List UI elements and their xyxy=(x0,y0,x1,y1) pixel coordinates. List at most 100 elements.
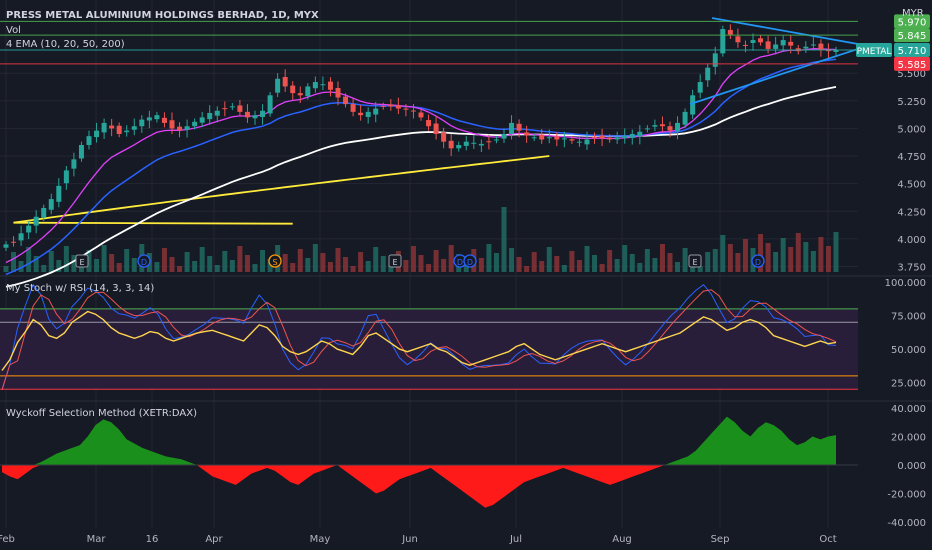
candle-body xyxy=(584,139,590,145)
event-marker-e xyxy=(688,254,702,268)
volume-bar xyxy=(327,262,333,272)
volume-bar xyxy=(350,266,356,272)
candle-body xyxy=(161,117,167,123)
candle-body xyxy=(810,44,816,46)
candle-body xyxy=(622,136,628,139)
volume-bar xyxy=(282,254,288,272)
wyckoff-positive-area xyxy=(2,416,836,465)
candle-body xyxy=(667,126,673,131)
volume-bar xyxy=(63,246,69,272)
volume-bar xyxy=(260,250,266,272)
candle-body xyxy=(682,111,688,125)
candle-body xyxy=(139,119,145,127)
volume-bar xyxy=(509,248,515,272)
candle-body xyxy=(509,122,515,134)
volume-bar xyxy=(433,250,439,272)
event-marker-e xyxy=(75,254,89,268)
x-tick-label: Jun xyxy=(401,534,418,545)
candle-body xyxy=(697,82,703,93)
candle-body xyxy=(350,104,356,112)
y-tick-label: 4.500 xyxy=(897,180,926,191)
candle-body xyxy=(305,86,311,97)
volume-bar xyxy=(192,261,198,272)
volume-bar xyxy=(758,234,764,272)
wyckoff-pane xyxy=(0,416,858,508)
candle-body xyxy=(33,216,39,226)
volume-bar xyxy=(11,252,17,272)
volume-bar xyxy=(41,265,47,272)
candle-body xyxy=(335,88,341,98)
volume-bar xyxy=(554,256,560,272)
candle-body xyxy=(395,105,401,109)
volume-bar xyxy=(380,256,386,272)
candle-body xyxy=(199,117,205,123)
candle-body xyxy=(56,185,62,202)
volume-bar xyxy=(788,247,794,272)
candle-body xyxy=(71,159,77,169)
candle-body xyxy=(48,199,54,210)
candle-body xyxy=(426,120,432,127)
volume-bar xyxy=(154,262,160,272)
volume-bar xyxy=(86,250,92,272)
candle-body xyxy=(267,95,273,114)
volume-bar xyxy=(267,259,273,272)
volume-bar xyxy=(524,266,530,272)
y-tick-label: 3.750 xyxy=(897,262,926,273)
ticker-tag-label: PMETAL xyxy=(857,47,892,57)
y-tick-label: 5.000 xyxy=(897,124,926,135)
volume-bar xyxy=(237,246,243,272)
volume-bar xyxy=(584,246,590,272)
candle-body xyxy=(214,110,220,116)
candle-body xyxy=(463,141,469,146)
volume-bar xyxy=(622,245,628,272)
candle-body xyxy=(720,29,726,54)
price-tag-label: 5.585 xyxy=(898,60,927,71)
volume-bar xyxy=(765,243,771,272)
candle-body xyxy=(448,140,454,149)
candle-body xyxy=(825,50,831,52)
volume-bar xyxy=(56,260,62,272)
candle-body xyxy=(742,44,748,46)
price-tag xyxy=(894,14,930,29)
volume-bar xyxy=(94,259,100,272)
candle-body xyxy=(78,145,84,159)
candle-body xyxy=(441,132,447,142)
candle-body xyxy=(750,40,756,43)
candle-body xyxy=(765,41,771,49)
candle-body xyxy=(275,78,281,93)
volume-bar xyxy=(682,248,688,272)
wyckoff-negative-area xyxy=(2,465,836,508)
candle-body xyxy=(109,125,115,129)
candle-body xyxy=(652,125,658,127)
x-tick-label: Feb xyxy=(0,534,15,545)
volume-bar xyxy=(697,266,703,272)
candle-body xyxy=(659,124,665,127)
candle-body xyxy=(116,125,122,134)
volume-bar xyxy=(463,263,469,272)
candle-body xyxy=(576,141,582,143)
candle-body xyxy=(297,93,303,96)
candle-body xyxy=(11,241,17,243)
candle-body xyxy=(644,128,650,130)
candle-body xyxy=(780,40,786,46)
volume-bar xyxy=(667,253,673,272)
candle-body xyxy=(758,38,764,43)
ema-label: 4 EMA (10, 20, 50, 200) xyxy=(6,39,125,50)
volume-bar xyxy=(131,258,137,272)
candle-body xyxy=(554,136,560,140)
volume-bar xyxy=(101,245,107,272)
upper-trendline xyxy=(711,17,859,45)
volume-bar xyxy=(343,257,349,272)
volume-bar xyxy=(214,265,220,272)
candle-body xyxy=(3,244,9,248)
candle-body xyxy=(833,50,839,53)
wyckoff-y-tick-label: -20.000 xyxy=(887,490,926,501)
candle-body xyxy=(637,131,643,137)
candle-body xyxy=(727,29,733,35)
wyckoff-y-tick-label: -40.000 xyxy=(887,518,926,529)
volume-bar xyxy=(71,255,77,272)
volume-bar xyxy=(652,258,658,272)
candle-body xyxy=(290,85,296,94)
candle-body xyxy=(365,111,371,117)
